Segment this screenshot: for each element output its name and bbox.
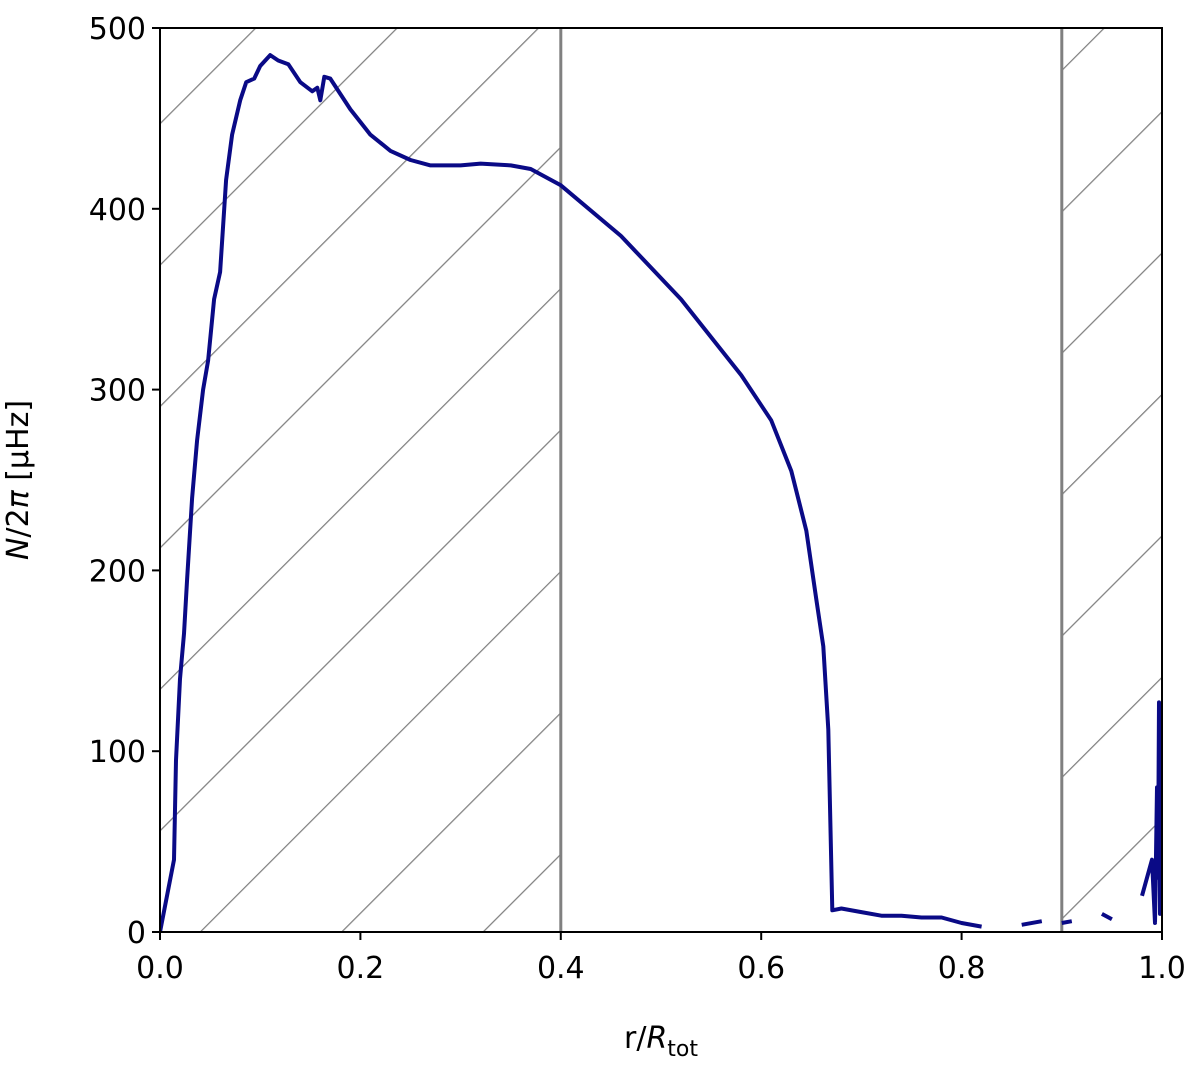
hatched-region	[1061, 28, 1162, 932]
plot-frame	[159, 27, 1163, 933]
x-tick-label: 0.0	[136, 951, 184, 986]
x-tick-label: 0.4	[537, 951, 585, 986]
x-tick-label: 0.2	[337, 951, 385, 986]
y-label-part: N	[1, 538, 36, 560]
y-tick-label: 200	[89, 554, 146, 589]
y-tick-label: 400	[89, 193, 146, 228]
x-tick-label: 0.8	[938, 951, 986, 986]
y-tick-label: 300	[89, 374, 146, 409]
regions	[160, 28, 1162, 932]
y-tick-label: 0	[127, 916, 146, 951]
x-label-sub: tot	[667, 1037, 698, 1062]
axes: 0.0 0.2 0.4 0.6 0.8 1.0 0 100 200 300 400 500	[89, 12, 1186, 986]
x-tick-label: 0.6	[737, 951, 785, 986]
y-axis-label: N/2π [μHz]	[1, 400, 36, 560]
y-label-part: π	[1, 489, 36, 508]
y-tick-label: 100	[89, 735, 146, 770]
x-label-part: R	[646, 1021, 667, 1056]
data-line	[160, 53, 1162, 932]
y-label-part: [μHz]	[1, 400, 36, 490]
lines	[160, 53, 1162, 932]
x-axis-label: r/Rtot	[624, 1021, 698, 1062]
y-label-part: /2	[1, 508, 36, 537]
x-label-part: r/	[624, 1021, 647, 1056]
x-tick-label: 1.0	[1138, 951, 1186, 986]
y-tick-label: 500	[89, 12, 146, 47]
